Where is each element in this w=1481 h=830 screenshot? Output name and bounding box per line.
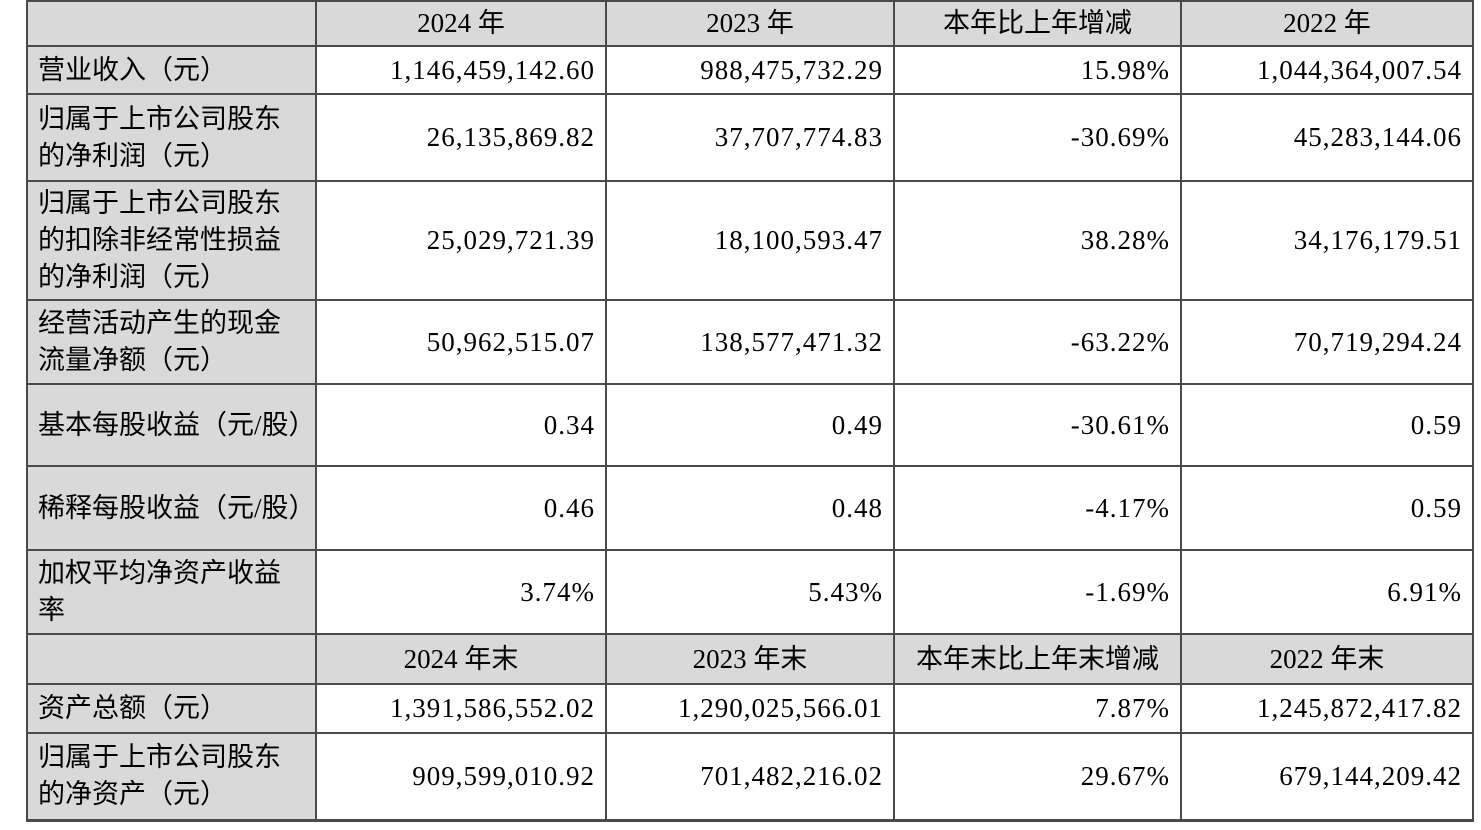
value-cell: 0.59 (1180, 465, 1474, 551)
row-header: 资产总额（元） (26, 683, 317, 734)
row-header: 基本每股收益（元/股） (26, 383, 317, 467)
column-header-yoy-change: 本年比上年增减 (893, 0, 1182, 47)
row-header: 加权平均净资产收益率 (26, 549, 317, 635)
row-header: 经营活动产生的现金流量净额（元） (26, 299, 317, 385)
value-cell: -30.61% (893, 383, 1182, 467)
value-cell: 0.46 (315, 465, 607, 551)
table-row-net-assets: 归属于上市公司股东的净资产（元） 909,599,010.92 701,482,… (26, 732, 1474, 822)
row-header: 归属于上市公司股东的净利润（元） (26, 93, 317, 182)
value-cell: 988,475,732.29 (605, 45, 895, 95)
value-cell: 1,044,364,007.54 (1180, 45, 1474, 95)
column-header-blank (26, 633, 317, 685)
value-cell: -1.69% (893, 549, 1182, 635)
value-cell: 5.43% (605, 549, 895, 635)
column-header-blank (26, 0, 317, 47)
column-header-2022-end: 2022 年末 (1180, 633, 1474, 685)
table-header-row-year-end: 2024 年末 2023 年末 本年末比上年末增减 2022 年末 (26, 633, 1474, 685)
table-row-total-assets: 资产总额（元） 1,391,586,552.02 1,290,025,566.0… (26, 683, 1474, 734)
value-cell: 0.48 (605, 465, 895, 551)
value-cell: 0.34 (315, 383, 607, 467)
row-header: 归属于上市公司股东的扣除非经常性损益的净利润（元） (26, 180, 317, 301)
value-cell: 34,176,179.51 (1180, 180, 1474, 301)
row-header: 稀释每股收益（元/股） (26, 465, 317, 551)
table-row-revenue: 营业收入（元） 1,146,459,142.60 988,475,732.29 … (26, 45, 1474, 95)
value-cell: 1,146,459,142.60 (315, 45, 607, 95)
column-header-2023-end: 2023 年末 (605, 633, 895, 685)
value-cell: 26,135,869.82 (315, 93, 607, 182)
value-cell: 1,245,872,417.82 (1180, 683, 1474, 734)
value-cell: 0.49 (605, 383, 895, 467)
value-cell: -4.17% (893, 465, 1182, 551)
value-cell: 0.59 (1180, 383, 1474, 467)
value-cell: 7.87% (893, 683, 1182, 734)
value-cell: 38.28% (893, 180, 1182, 301)
financial-summary-table: 2024 年 2023 年 本年比上年增减 2022 年 营业收入（元） 1,1… (26, 0, 1474, 822)
row-header: 归属于上市公司股东的净资产（元） (26, 732, 317, 822)
table-row-operating-cash-flow: 经营活动产生的现金流量净额（元） 50,962,515.07 138,577,4… (26, 299, 1474, 385)
value-cell: 37,707,774.83 (605, 93, 895, 182)
value-cell: 50,962,515.07 (315, 299, 607, 385)
column-header-2024-end: 2024 年末 (315, 633, 607, 685)
value-cell: 70,719,294.24 (1180, 299, 1474, 385)
value-cell: -63.22% (893, 299, 1182, 385)
value-cell: 29.67% (893, 732, 1182, 822)
value-cell: 701,482,216.02 (605, 732, 895, 822)
table-row-basic-eps: 基本每股收益（元/股） 0.34 0.49 -30.61% 0.59 (26, 383, 1474, 467)
table-row-weighted-avg-roe: 加权平均净资产收益率 3.74% 5.43% -1.69% 6.91% (26, 549, 1474, 635)
value-cell: 3.74% (315, 549, 607, 635)
value-cell: 1,391,586,552.02 (315, 683, 607, 734)
value-cell: -30.69% (893, 93, 1182, 182)
value-cell: 679,144,209.42 (1180, 732, 1474, 822)
value-cell: 25,029,721.39 (315, 180, 607, 301)
value-cell: 15.98% (893, 45, 1182, 95)
table-row-diluted-eps: 稀释每股收益（元/股） 0.46 0.48 -4.17% 0.59 (26, 465, 1474, 551)
value-cell: 45,283,144.06 (1180, 93, 1474, 182)
value-cell: 18,100,593.47 (605, 180, 895, 301)
column-header-year-end-change: 本年末比上年末增减 (893, 633, 1182, 685)
row-header: 营业收入（元） (26, 45, 317, 95)
column-header-2024: 2024 年 (315, 0, 607, 47)
value-cell: 138,577,471.32 (605, 299, 895, 385)
column-header-2022: 2022 年 (1180, 0, 1474, 47)
value-cell: 6.91% (1180, 549, 1474, 635)
table-row-net-profit-excl-nonrecurring: 归属于上市公司股东的扣除非经常性损益的净利润（元） 25,029,721.39 … (26, 180, 1474, 301)
value-cell: 1,290,025,566.01 (605, 683, 895, 734)
column-header-2023: 2023 年 (605, 0, 895, 47)
value-cell: 909,599,010.92 (315, 732, 607, 822)
table-header-row-annual: 2024 年 2023 年 本年比上年增减 2022 年 (26, 0, 1474, 47)
table-row-net-profit: 归属于上市公司股东的净利润（元） 26,135,869.82 37,707,77… (26, 93, 1474, 182)
